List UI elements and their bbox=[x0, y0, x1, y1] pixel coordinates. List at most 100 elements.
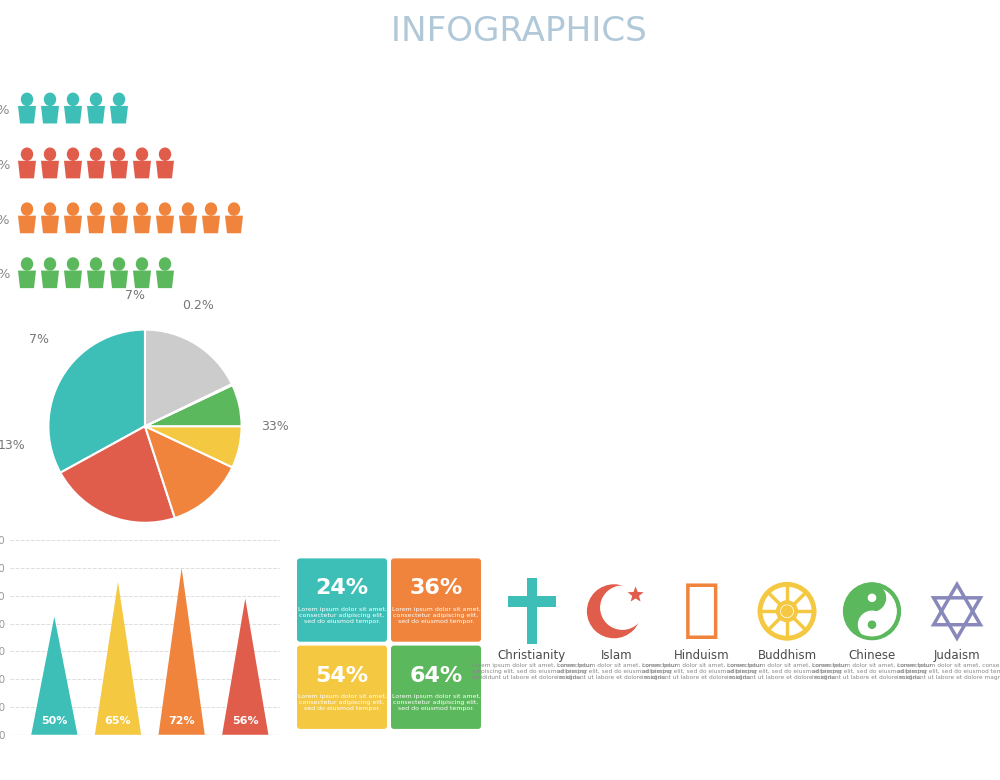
Circle shape bbox=[44, 203, 56, 215]
Polygon shape bbox=[87, 271, 105, 288]
Circle shape bbox=[206, 203, 216, 215]
Text: 64%: 64% bbox=[0, 158, 10, 172]
Circle shape bbox=[782, 606, 792, 617]
Circle shape bbox=[90, 258, 102, 270]
Polygon shape bbox=[18, 271, 36, 288]
Text: 72%: 72% bbox=[168, 716, 195, 726]
Circle shape bbox=[44, 258, 56, 270]
Text: 54%: 54% bbox=[315, 665, 369, 686]
Polygon shape bbox=[110, 216, 128, 233]
Polygon shape bbox=[110, 161, 128, 179]
Circle shape bbox=[160, 258, 170, 270]
Circle shape bbox=[22, 258, 32, 270]
Circle shape bbox=[114, 203, 124, 215]
Wedge shape bbox=[145, 385, 242, 426]
Polygon shape bbox=[133, 271, 151, 288]
Circle shape bbox=[22, 148, 32, 160]
Circle shape bbox=[22, 203, 32, 215]
Text: Buddhism: Buddhism bbox=[757, 649, 817, 662]
Circle shape bbox=[68, 203, 78, 215]
Text: 7%: 7% bbox=[125, 289, 145, 303]
Text: Chinese: Chinese bbox=[848, 649, 896, 662]
Bar bbox=[527, 579, 537, 644]
Text: Lorem ipsum dolor sit amet,
consectetur adipiscing elit,
sed do eiusmod tempor.: Lorem ipsum dolor sit amet, consectetur … bbox=[298, 694, 386, 711]
Text: 0.2%: 0.2% bbox=[182, 299, 214, 312]
Text: 33%: 33% bbox=[262, 420, 289, 433]
Circle shape bbox=[588, 585, 640, 637]
Polygon shape bbox=[64, 271, 82, 288]
Circle shape bbox=[44, 148, 56, 160]
Polygon shape bbox=[64, 106, 82, 123]
Text: 24%: 24% bbox=[315, 579, 369, 598]
Text: Christianity: Christianity bbox=[498, 649, 566, 662]
Circle shape bbox=[114, 94, 124, 105]
Text: 68%: 68% bbox=[0, 268, 10, 282]
Polygon shape bbox=[158, 568, 205, 735]
Circle shape bbox=[90, 94, 102, 105]
Text: Lorem ipsum dolor sit amet, consectetur
adipiscing elit, sed do eiusmod tempor
i: Lorem ipsum dolor sit amet, consectetur … bbox=[557, 663, 677, 679]
Text: Lorem ipsum dolor sit amet, consectetur
adipiscing elit, sed do eiusmod tempor
i: Lorem ipsum dolor sit amet, consectetur … bbox=[642, 663, 762, 679]
Circle shape bbox=[90, 203, 102, 215]
Polygon shape bbox=[87, 161, 105, 179]
Circle shape bbox=[160, 203, 170, 215]
Polygon shape bbox=[18, 106, 36, 123]
Wedge shape bbox=[145, 426, 232, 518]
Polygon shape bbox=[64, 161, 82, 179]
Polygon shape bbox=[179, 216, 197, 233]
Text: Hinduism: Hinduism bbox=[674, 649, 730, 662]
Circle shape bbox=[68, 94, 78, 105]
Polygon shape bbox=[156, 271, 174, 288]
Bar bbox=[508, 597, 556, 607]
Polygon shape bbox=[156, 161, 174, 179]
Circle shape bbox=[114, 148, 124, 160]
Polygon shape bbox=[225, 216, 243, 233]
Text: 64%: 64% bbox=[409, 665, 463, 686]
Text: Lorem ipsum dolor sit amet,
consectetur adipiscing elit,
sed do eiusmod tempor.: Lorem ipsum dolor sit amet, consectetur … bbox=[392, 694, 480, 711]
Text: Lorem ipsum dolor sit amet,
consectetur adipiscing elit,
sed do eiusmod tempor.: Lorem ipsum dolor sit amet, consectetur … bbox=[298, 608, 386, 624]
Circle shape bbox=[868, 621, 876, 629]
Text: VectorStock®: VectorStock® bbox=[40, 750, 159, 765]
Text: 36%: 36% bbox=[409, 579, 463, 598]
Text: Lorem ipsum dolor sit amet, consectetur
adipiscing elit, sed do eiusmod tempor
i: Lorem ipsum dolor sit amet, consectetur … bbox=[897, 663, 1000, 679]
Polygon shape bbox=[41, 106, 59, 123]
Polygon shape bbox=[87, 216, 105, 233]
Text: Lorem ipsum dolor sit amet,
consectetur adipiscing elit,
sed do eiusmod tempor.: Lorem ipsum dolor sit amet, consectetur … bbox=[392, 608, 480, 624]
Text: Lorem ipsum dolor sit amet, consectetur
adipiscing elit, sed do eiusmod tempor
i: Lorem ipsum dolor sit amet, consectetur … bbox=[812, 663, 932, 679]
Circle shape bbox=[44, 94, 56, 105]
Wedge shape bbox=[845, 584, 872, 638]
Wedge shape bbox=[60, 426, 175, 523]
Polygon shape bbox=[628, 587, 644, 601]
Text: 22%: 22% bbox=[146, 550, 173, 563]
Polygon shape bbox=[18, 216, 36, 233]
Wedge shape bbox=[145, 384, 232, 426]
FancyBboxPatch shape bbox=[297, 558, 387, 642]
Text: Lorem ipsum dolor sit amet, consectetur
adipiscing elit, sed do eiusmod tempor
i: Lorem ipsum dolor sit amet, consectetur … bbox=[727, 663, 847, 679]
Text: INFOGRAPHICS: INFOGRAPHICS bbox=[380, 16, 647, 48]
Circle shape bbox=[68, 148, 78, 160]
Polygon shape bbox=[133, 161, 151, 179]
Text: Lorem ipsum dolor sit amet, consectetur
adipiscing elit, sed do eiusmod tempor
i: Lorem ipsum dolor sit amet, consectetur … bbox=[472, 663, 592, 679]
Circle shape bbox=[136, 148, 148, 160]
Text: 87%: 87% bbox=[0, 214, 10, 226]
Polygon shape bbox=[222, 598, 268, 735]
Circle shape bbox=[601, 586, 644, 629]
Polygon shape bbox=[202, 216, 220, 233]
Text: 13%: 13% bbox=[0, 439, 26, 452]
Polygon shape bbox=[41, 216, 59, 233]
Text: 7%: 7% bbox=[29, 333, 49, 346]
FancyBboxPatch shape bbox=[297, 646, 387, 729]
Circle shape bbox=[136, 258, 148, 270]
Text: 54%: 54% bbox=[0, 104, 10, 117]
Text: 56%: 56% bbox=[232, 716, 259, 726]
Circle shape bbox=[228, 203, 240, 215]
Text: ॐ: ॐ bbox=[683, 581, 721, 641]
Polygon shape bbox=[95, 582, 141, 735]
Text: Islam: Islam bbox=[601, 649, 633, 662]
Polygon shape bbox=[64, 216, 82, 233]
Circle shape bbox=[858, 584, 886, 612]
Polygon shape bbox=[41, 161, 59, 179]
Circle shape bbox=[868, 594, 876, 601]
Polygon shape bbox=[31, 617, 78, 735]
Circle shape bbox=[182, 203, 194, 215]
Text: WORLD RELIGIONS: WORLD RELIGIONS bbox=[0, 11, 370, 53]
